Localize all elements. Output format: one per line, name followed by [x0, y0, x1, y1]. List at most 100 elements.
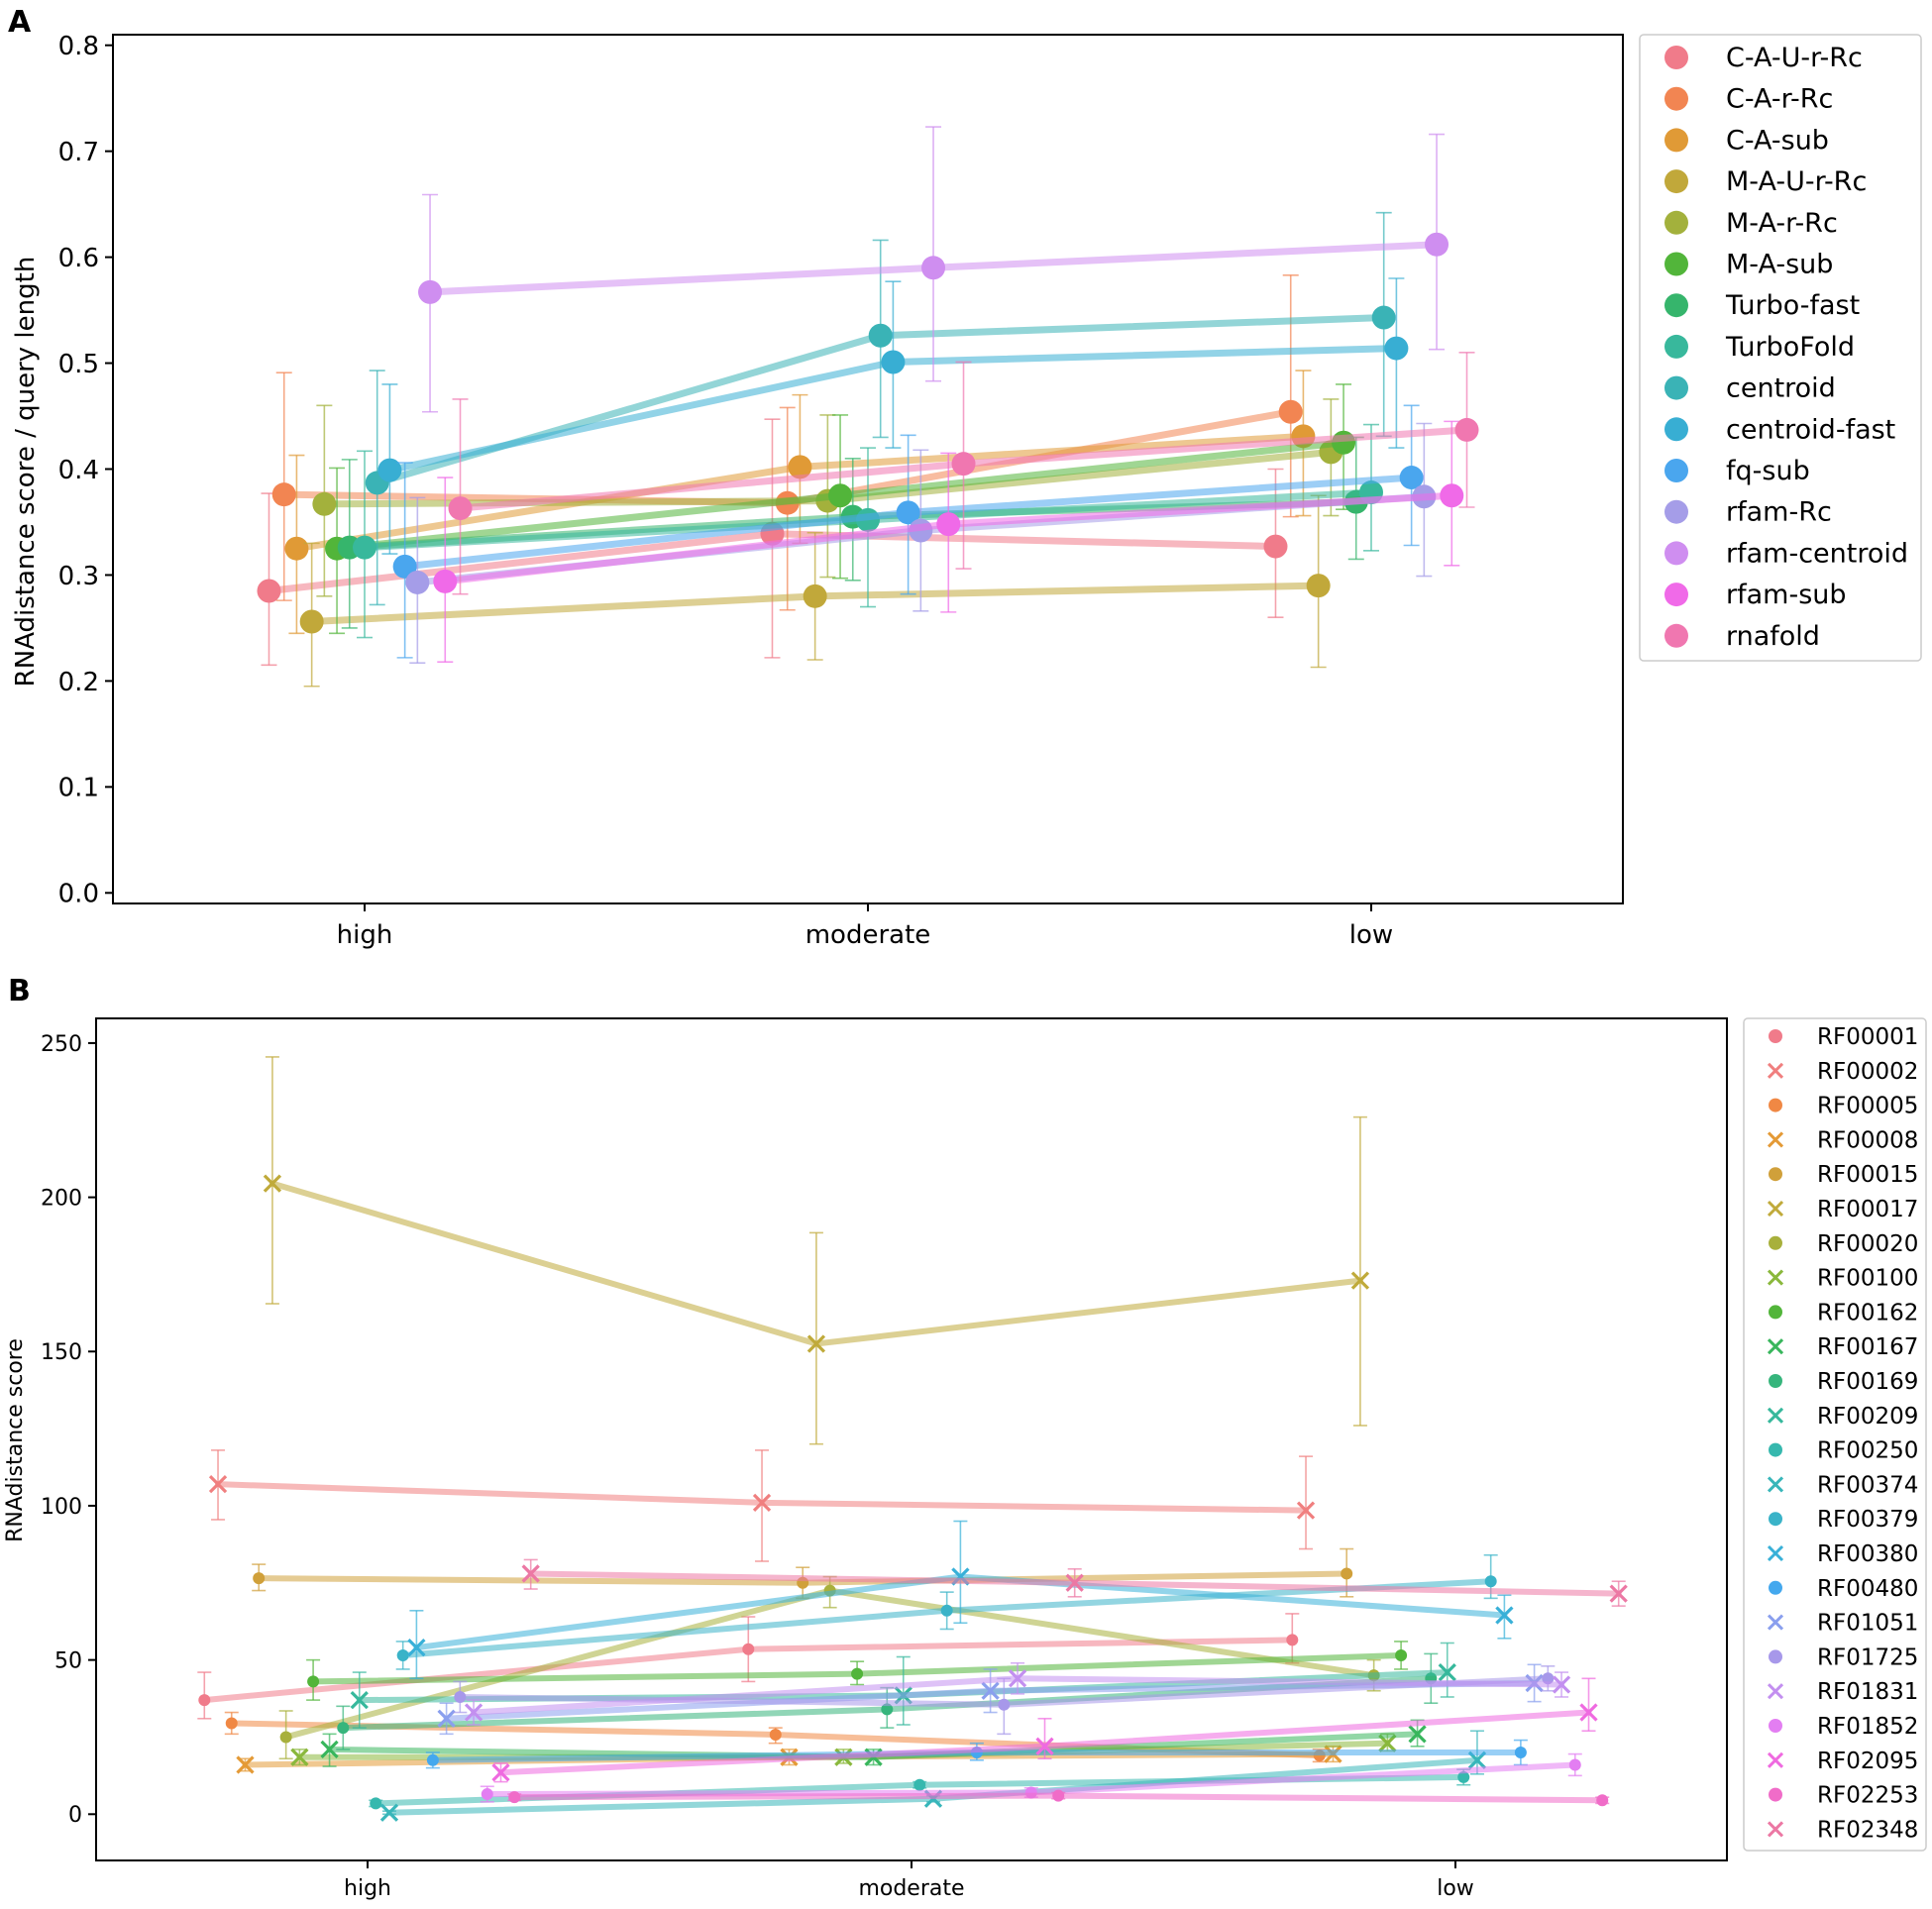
legend-label: RF00020: [1817, 1231, 1918, 1257]
legend-label: RF02253: [1817, 1783, 1918, 1809]
data-point: [225, 1717, 238, 1730]
data-point: [312, 491, 337, 516]
legend-marker: [1769, 1787, 1782, 1802]
data-point-x: [1438, 1662, 1456, 1682]
data-point: [951, 452, 976, 477]
data-point: [881, 1703, 894, 1716]
data-point: [1440, 483, 1464, 508]
panel-a-series-c-a-u-r-rc: [257, 418, 1288, 667]
data-point: [454, 1690, 467, 1703]
data-point-x: [1609, 1584, 1628, 1603]
panel-a-y-axis-label: RNAdistance score / query length: [11, 257, 41, 688]
panel-b-y-tick-label: 150: [41, 1340, 82, 1365]
data-point: [1425, 232, 1449, 257]
legend-marker-x: [1767, 1751, 1784, 1768]
data-point-x: [1008, 1669, 1027, 1688]
legend-marker: [1769, 1512, 1782, 1527]
legend-label: C-A-U-r-Rc: [1726, 43, 1863, 73]
legend-marker: [1769, 1719, 1782, 1733]
legend-label: RF00001: [1817, 1024, 1918, 1050]
data-point: [788, 455, 812, 479]
legend-marker: [1769, 1442, 1782, 1457]
legend-label: RF00380: [1817, 1541, 1918, 1567]
panel-b-series-rf00379: [395, 1553, 1498, 1670]
data-point-x: [208, 1475, 228, 1494]
data-point: [433, 569, 458, 593]
data-point: [998, 1698, 1011, 1711]
legend-label: TurboFold: [1725, 332, 1855, 363]
data-point: [271, 482, 296, 507]
data-point-x: [290, 1748, 309, 1766]
panel-a-y-tick-label: 0.8: [58, 32, 99, 61]
data-point: [508, 1791, 521, 1804]
legend-label: RF00167: [1817, 1334, 1918, 1360]
data-point-x: [752, 1493, 772, 1512]
data-point-x: [350, 1690, 369, 1710]
data-point: [307, 1675, 320, 1688]
legend-label: RF01725: [1817, 1644, 1918, 1670]
legend-label: RF00374: [1817, 1472, 1918, 1498]
panel-b-legend: RF00001 RF00002 RF00005 RF00008 RF00015 RF000…: [1743, 1017, 1927, 1852]
data-point: [1484, 1575, 1497, 1588]
panel-b-chart: 0 50 100 150 200 250 high moderate low: [41, 1017, 1728, 1901]
data-point: [828, 483, 853, 508]
legend-label: Turbo-fast: [1725, 290, 1860, 321]
legend-marker-x: [1767, 1821, 1784, 1838]
legend-marker: [1769, 1580, 1782, 1595]
legend-label: RF00250: [1817, 1438, 1918, 1464]
legend-marker: [1664, 334, 1688, 359]
legend-label: centroid-fast: [1726, 414, 1895, 445]
legend-marker-x: [1767, 1407, 1784, 1424]
legend-marker: [1664, 210, 1688, 235]
data-point: [742, 1643, 755, 1655]
legend-label: RF01852: [1817, 1714, 1918, 1740]
data-point: [921, 256, 946, 280]
panel-b-series-rf00015: [252, 1547, 1354, 1600]
data-point: [257, 579, 281, 603]
data-point-x: [464, 1703, 483, 1722]
data-point: [940, 1604, 953, 1617]
data-point: [337, 1722, 350, 1735]
panel-b-series-rf00017: [263, 1056, 1370, 1445]
data-point-x: [407, 1639, 426, 1657]
legend-marker: [1769, 1374, 1782, 1388]
legend-label: RF00379: [1817, 1507, 1918, 1533]
legend-label: M-A-sub: [1726, 250, 1833, 280]
data-point-x: [1350, 1271, 1370, 1290]
data-point-x: [491, 1763, 510, 1782]
data-point: [896, 500, 920, 525]
data-point: [370, 1797, 382, 1810]
legend-label: C-A-sub: [1726, 125, 1829, 156]
panel-b-series-rf01852: [480, 1752, 1582, 1803]
panel-a-y-tick-label: 0.0: [58, 880, 99, 909]
panel-b-series-rf01831: [464, 1661, 1571, 1726]
panel-a-series-rfam-sub: [433, 420, 1464, 663]
legend-marker-x: [1767, 1683, 1784, 1700]
data-point: [481, 1788, 493, 1801]
panel-b-series-rf02095: [491, 1677, 1598, 1783]
data-point-x: [1552, 1675, 1571, 1694]
legend-label: RF00005: [1817, 1094, 1918, 1119]
legend-marker-x: [1767, 1062, 1784, 1079]
data-point: [1457, 1770, 1470, 1783]
data-point: [1371, 305, 1396, 330]
panel-a-legend-frame: [1639, 34, 1922, 662]
legend-marker: [1664, 252, 1688, 276]
data-point-x: [1296, 1501, 1316, 1520]
legend-marker-x: [1767, 1131, 1784, 1148]
panel-b-x-tick-label: high: [344, 1876, 391, 1901]
data-point-x: [236, 1755, 255, 1774]
data-point: [868, 323, 893, 348]
legend-marker-x: [1767, 1614, 1784, 1631]
legend-label: RF02095: [1817, 1749, 1918, 1774]
legend-label: C-A-r-Rc: [1726, 84, 1833, 115]
panel-a-letter: A: [8, 5, 32, 40]
data-point: [1263, 534, 1288, 559]
data-point: [418, 279, 443, 304]
legend-marker-x: [1767, 1269, 1784, 1286]
data-point: [769, 1728, 782, 1741]
data-point: [1278, 399, 1303, 424]
panel-a-series-centroid-fast: [377, 277, 1409, 555]
data-point: [1542, 1672, 1555, 1685]
